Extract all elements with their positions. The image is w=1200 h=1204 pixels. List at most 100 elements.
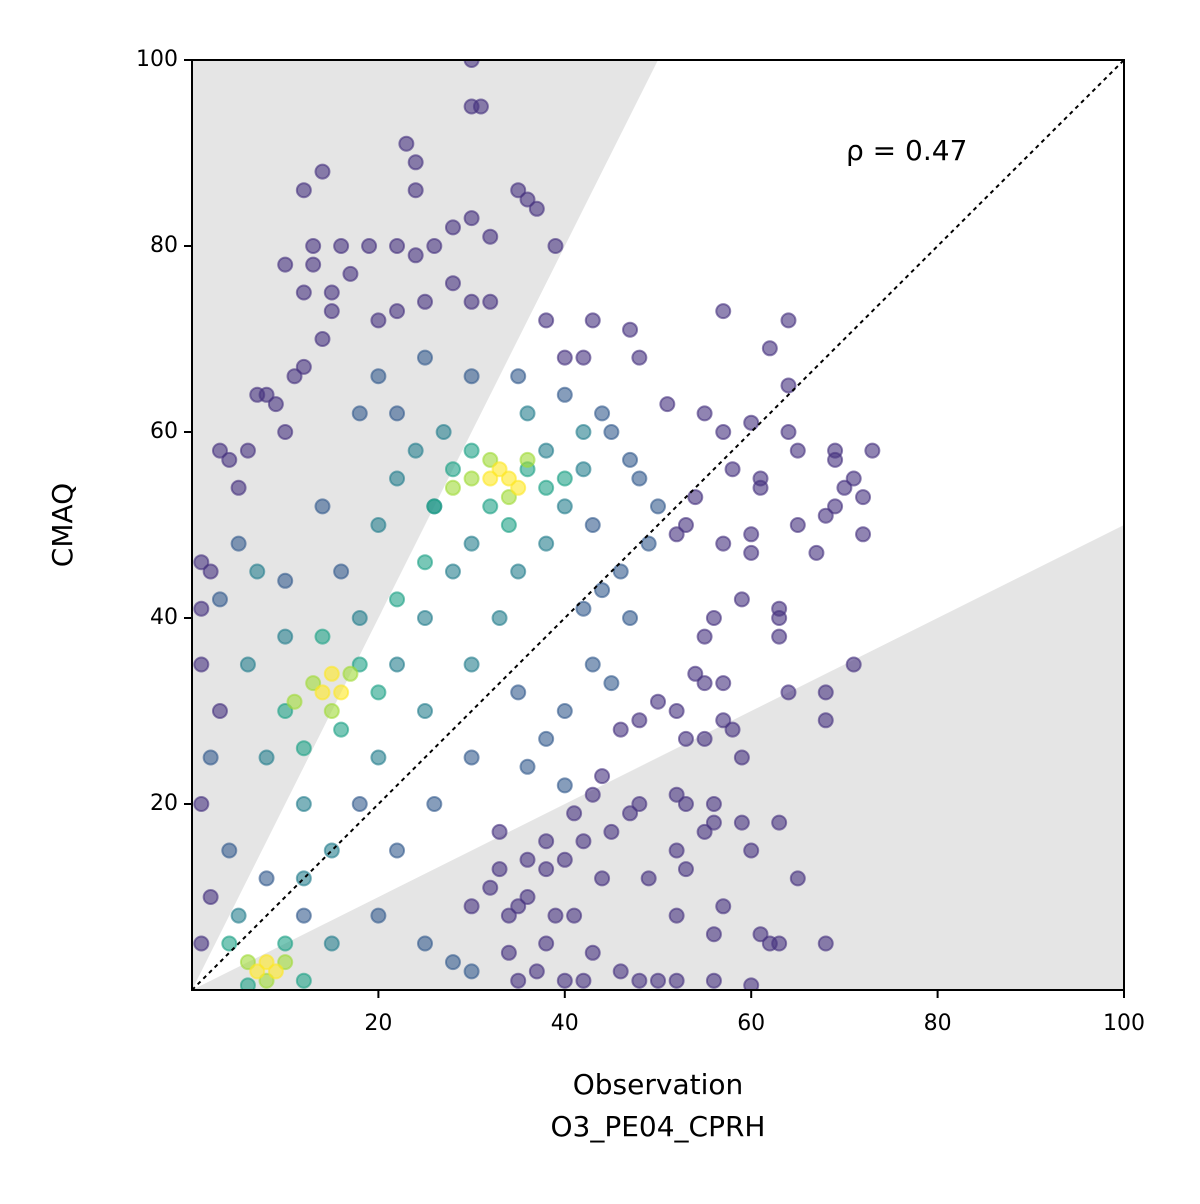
point [538, 479, 555, 496]
point [370, 517, 387, 533]
point [528, 963, 545, 980]
point [622, 321, 639, 338]
point [677, 861, 694, 878]
y-tick-label: 20 [150, 791, 178, 816]
point [323, 665, 340, 682]
point [575, 461, 592, 478]
point [295, 182, 312, 199]
y-tick-label: 40 [150, 605, 178, 630]
point [547, 907, 564, 924]
point [444, 461, 461, 478]
point [351, 610, 368, 626]
point [510, 368, 527, 385]
point [519, 758, 536, 775]
point [500, 944, 517, 961]
point [258, 972, 275, 989]
point [342, 665, 359, 682]
x-tick-label: 100 [1103, 1011, 1145, 1036]
y-tick-label: 80 [150, 233, 178, 258]
point [463, 293, 480, 310]
point [827, 498, 844, 515]
point [538, 442, 555, 459]
point [267, 396, 284, 413]
point [435, 424, 452, 440]
point [817, 507, 834, 524]
point [510, 972, 527, 989]
point [566, 805, 583, 822]
point [538, 833, 555, 850]
point [789, 870, 806, 887]
point [631, 712, 648, 729]
point [650, 693, 666, 710]
point [482, 293, 499, 310]
point [239, 954, 256, 971]
point [538, 312, 555, 329]
annotation: ρ = 0.47 [846, 134, 967, 167]
point [389, 842, 406, 859]
point [603, 675, 620, 692]
point [491, 823, 508, 840]
point [211, 703, 228, 719]
point [444, 954, 461, 971]
point [715, 712, 732, 729]
point [519, 191, 536, 208]
point [743, 544, 760, 561]
point [556, 703, 573, 719]
point [584, 944, 601, 961]
point [668, 703, 685, 719]
point [351, 796, 368, 812]
point [193, 554, 210, 571]
point [584, 786, 601, 803]
point [361, 238, 378, 254]
point [612, 563, 629, 580]
point [389, 591, 406, 608]
point [314, 498, 331, 515]
point [491, 610, 508, 626]
point [211, 591, 228, 608]
point [510, 898, 527, 915]
point [705, 972, 722, 989]
point [594, 405, 611, 422]
point [743, 526, 760, 543]
point [696, 823, 713, 840]
shade-region [192, 525, 1124, 990]
point [780, 424, 797, 440]
point [855, 489, 872, 506]
point [239, 977, 256, 990]
point [594, 768, 611, 785]
point [687, 665, 704, 682]
point [659, 396, 676, 413]
point [463, 442, 480, 459]
point [389, 405, 406, 422]
point [733, 749, 750, 766]
point [295, 907, 312, 924]
point [370, 907, 387, 924]
point [715, 675, 732, 692]
point [221, 451, 238, 468]
point [417, 703, 433, 719]
point [221, 935, 238, 952]
point [463, 368, 480, 385]
point [705, 814, 722, 831]
point [370, 684, 387, 701]
point [566, 907, 583, 924]
point [193, 656, 210, 673]
point [584, 517, 601, 533]
point [677, 517, 694, 533]
point [277, 935, 294, 952]
point [612, 721, 629, 738]
point [845, 656, 862, 673]
point [202, 889, 219, 905]
point [370, 749, 387, 766]
x-axis-label: O3_PE04_CPRH [550, 1110, 765, 1143]
point [193, 935, 210, 952]
point [743, 414, 760, 431]
point [817, 712, 834, 729]
point [314, 628, 331, 645]
point [463, 60, 480, 68]
point [333, 563, 350, 580]
point [696, 675, 713, 692]
point [556, 851, 573, 868]
point [556, 498, 573, 515]
point [761, 340, 778, 357]
